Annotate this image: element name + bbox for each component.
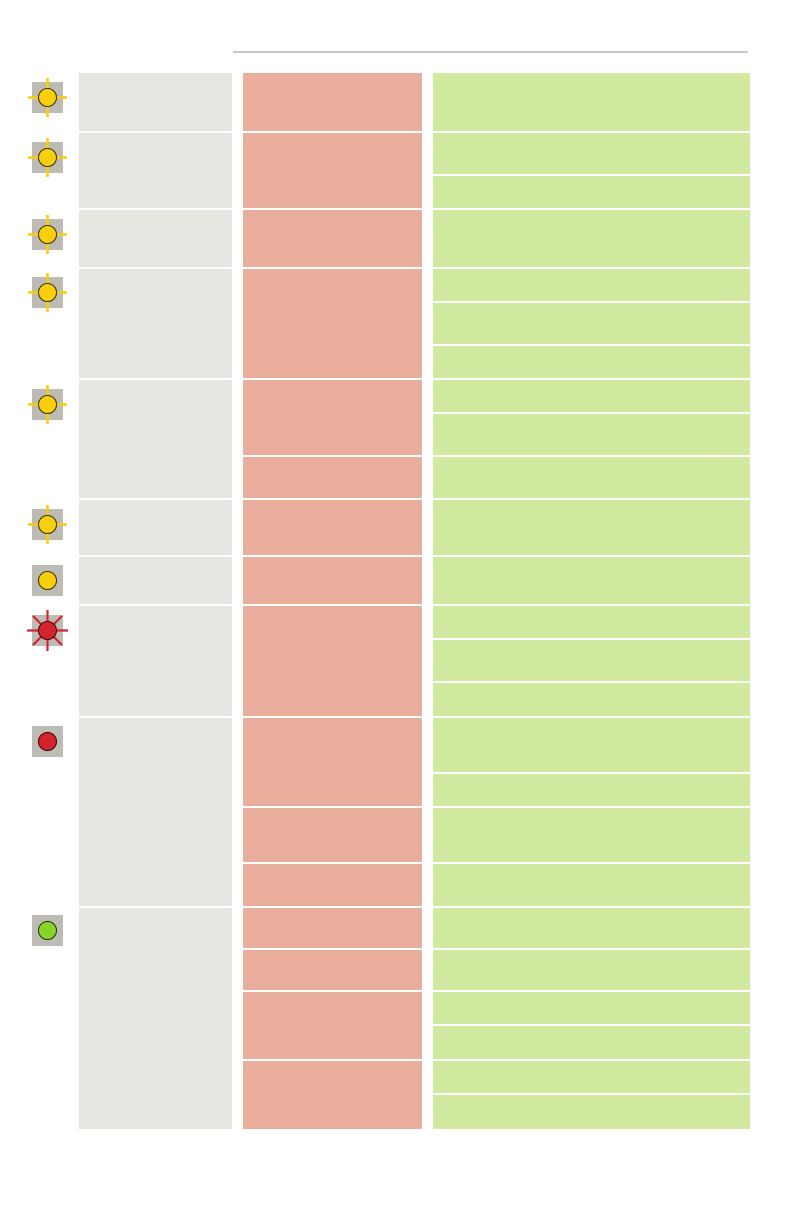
meaning-cell	[243, 133, 422, 208]
state-cell	[79, 908, 232, 1129]
action-cell	[433, 457, 750, 498]
action-cell	[433, 500, 750, 555]
state-cell	[79, 269, 232, 378]
action-cell	[433, 718, 750, 772]
meaning-cell	[243, 73, 422, 131]
meaning-cell	[243, 606, 422, 716]
meaning-cell	[243, 210, 422, 267]
action-cell	[433, 380, 750, 412]
meaning-cell	[243, 380, 422, 455]
action-cell	[433, 133, 750, 174]
yellow-flashing-icon	[28, 138, 67, 177]
state-cell	[79, 210, 232, 267]
action-cell	[433, 176, 750, 208]
state-cell	[79, 133, 232, 208]
action-cell	[433, 1061, 750, 1093]
meaning-cell	[243, 950, 422, 990]
action-cell	[433, 557, 750, 604]
action-cell	[433, 774, 750, 806]
meaning-cell	[243, 992, 422, 1059]
action-cell	[433, 1026, 750, 1059]
meaning-cell	[243, 500, 422, 555]
action-cell	[433, 414, 750, 455]
state-cell	[79, 500, 232, 555]
action-cell	[433, 992, 750, 1024]
state-cell	[79, 380, 232, 498]
yellow-flashing-icon	[28, 273, 67, 312]
state-cell	[79, 73, 232, 131]
meaning-cell	[243, 864, 422, 906]
action-cell	[433, 640, 750, 681]
state-cell	[79, 557, 232, 604]
action-cell	[433, 303, 750, 344]
action-cell	[433, 1095, 750, 1129]
action-cell	[433, 606, 750, 638]
yellow-flashing-icon	[28, 78, 67, 117]
action-cell	[433, 73, 750, 131]
header-rule	[233, 51, 748, 53]
state-cell	[79, 718, 232, 906]
yellow-flashing-icon	[28, 385, 67, 424]
red-flashing-icon	[27, 610, 68, 651]
action-cell	[433, 808, 750, 862]
action-cell	[433, 269, 750, 301]
meaning-cell	[243, 718, 422, 806]
red-solid-icon	[32, 726, 63, 757]
yellow-solid-icon	[32, 565, 63, 596]
action-cell	[433, 950, 750, 990]
meaning-cell	[243, 808, 422, 862]
meaning-cell	[243, 457, 422, 498]
action-cell	[433, 908, 750, 948]
action-cell	[433, 683, 750, 716]
meaning-cell	[243, 1061, 422, 1129]
action-cell	[433, 864, 750, 906]
meaning-cell	[243, 557, 422, 604]
yellow-flashing-icon	[28, 215, 67, 254]
action-cell	[433, 346, 750, 378]
yellow-flashing-icon	[28, 505, 67, 544]
meaning-cell	[243, 908, 422, 948]
action-cell	[433, 210, 750, 267]
state-cell	[79, 606, 232, 716]
green-solid-icon	[32, 915, 63, 946]
meaning-cell	[243, 269, 422, 378]
